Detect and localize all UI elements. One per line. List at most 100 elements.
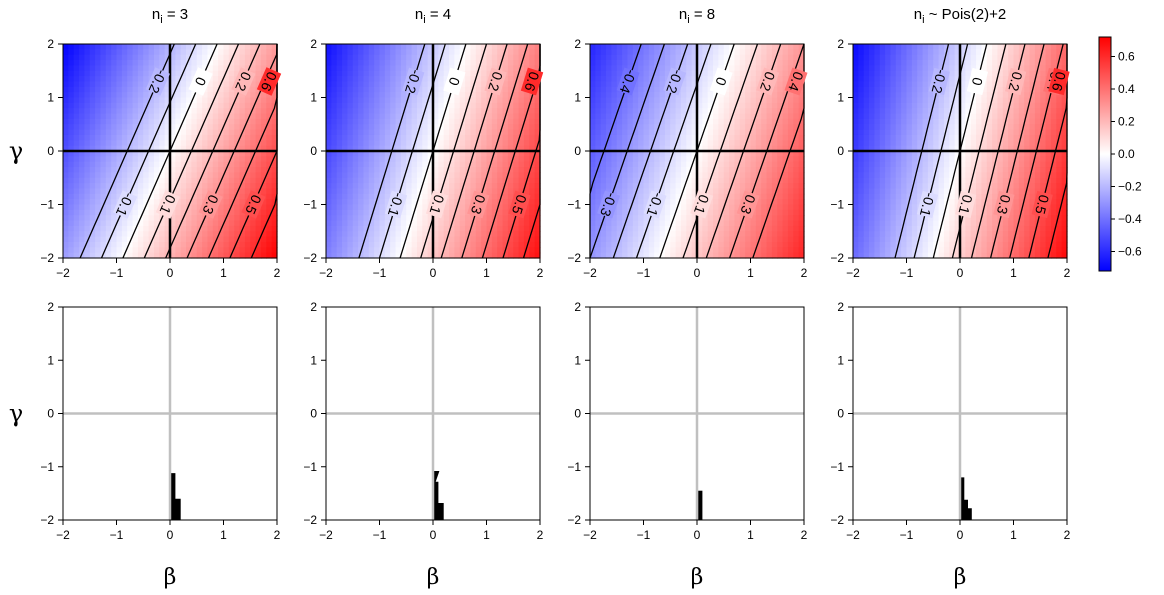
heatmap-cell-3 bbox=[616, 241, 623, 248]
heatmap-cell-1 bbox=[153, 145, 160, 152]
heatmap-cell-1 bbox=[84, 124, 91, 131]
heatmap-cell-3 bbox=[680, 204, 687, 211]
heatmap-cell-1 bbox=[100, 177, 107, 184]
heatmap-cell-3 bbox=[680, 188, 687, 195]
heatmap-cell-2 bbox=[342, 118, 348, 125]
heatmap-cell-3 bbox=[654, 188, 661, 195]
heatmap-cell-1 bbox=[68, 241, 75, 248]
heatmap-cell-3 bbox=[702, 177, 709, 184]
heatmap-cell-1 bbox=[63, 102, 69, 109]
heatmap-cell-2 bbox=[443, 188, 450, 195]
heatmap-cell-1 bbox=[95, 124, 102, 131]
heatmap-cell-4 bbox=[869, 167, 875, 173]
heatmap-cell-3 bbox=[734, 204, 741, 211]
heatmap-cell-3 bbox=[729, 172, 736, 179]
heatmap-cell-2 bbox=[518, 252, 525, 259]
heatmap-cell-2 bbox=[465, 118, 472, 125]
heatmap-cell-1 bbox=[84, 54, 91, 61]
heatmap-cell-1 bbox=[116, 129, 123, 136]
heatmap-cell-1 bbox=[79, 118, 85, 125]
heatmap-cell-2 bbox=[331, 252, 338, 259]
heatmap-cell-3 bbox=[611, 209, 618, 216]
heatmap-cell-3 bbox=[659, 225, 666, 232]
heatmap-cell-1 bbox=[186, 167, 192, 173]
heatmap-cell-1 bbox=[63, 113, 69, 120]
heatmap-cell-3 bbox=[659, 70, 666, 77]
heatmap-cell-1 bbox=[244, 172, 251, 179]
heatmap-cell-3 bbox=[611, 97, 618, 104]
heatmap-cell-1 bbox=[250, 220, 257, 227]
heatmap-cell-1 bbox=[73, 86, 80, 93]
heatmap-cell-2 bbox=[331, 151, 338, 157]
heatmap-cell-2 bbox=[433, 225, 439, 232]
heatmap-cell-2 bbox=[438, 172, 445, 179]
heatmap-cell-4 bbox=[874, 220, 881, 227]
heatmap-cell-3 bbox=[782, 172, 789, 179]
heatmap-cell-2 bbox=[513, 86, 520, 93]
heatmap-cell-2 bbox=[481, 140, 488, 147]
heatmap-cell-1 bbox=[255, 172, 262, 179]
heatmap-cell-3 bbox=[745, 118, 752, 125]
heatmap-cell-1 bbox=[164, 129, 171, 136]
heatmap-cell-3 bbox=[771, 199, 778, 206]
heatmap-cell-1 bbox=[271, 252, 278, 259]
heatmap-cell-3 bbox=[686, 70, 693, 77]
heatmap-cell-2 bbox=[475, 60, 482, 66]
heatmap-cell-2 bbox=[443, 161, 450, 168]
heatmap-cell-2 bbox=[395, 102, 402, 109]
heatmap-cell-1 bbox=[260, 183, 267, 190]
heatmap-cell-1 bbox=[260, 252, 267, 259]
heatmap-cell-3 bbox=[697, 108, 703, 115]
heatmap-cell-3 bbox=[600, 102, 607, 109]
heatmap-cell-3 bbox=[680, 161, 687, 168]
heatmap-cell-1 bbox=[266, 140, 273, 147]
heatmap-cell-3 bbox=[707, 161, 714, 168]
heatmap-cell-1 bbox=[202, 44, 209, 50]
heatmap-cell-2 bbox=[379, 49, 386, 56]
heatmap-cell-2 bbox=[534, 247, 541, 254]
heatmap-cell-3 bbox=[750, 102, 757, 109]
heatmap-cell-2 bbox=[497, 177, 504, 184]
heatmap-cell-2 bbox=[411, 236, 418, 243]
heatmap-cell-2 bbox=[331, 118, 338, 125]
heatmap-cell-4 bbox=[858, 151, 865, 157]
heatmap-cell-2 bbox=[486, 49, 493, 56]
heatmap-cell-1 bbox=[223, 231, 230, 238]
heatmap-cell-2 bbox=[368, 49, 375, 56]
heatmap-cell-4 bbox=[874, 183, 881, 190]
heatmap-cell-1 bbox=[116, 102, 123, 109]
heatmap-cell-3 bbox=[723, 188, 730, 195]
heatmap-cell-3 bbox=[777, 215, 784, 222]
heatmap-cell-2 bbox=[534, 151, 541, 157]
heatmap-cell-2 bbox=[438, 156, 445, 163]
heatmap-cell-2 bbox=[374, 49, 381, 56]
heatmap-cell-2 bbox=[406, 183, 413, 190]
heatmap-cell-3 bbox=[675, 60, 682, 66]
heatmap-cell-1 bbox=[239, 247, 246, 254]
heatmap-cell-1 bbox=[73, 54, 80, 61]
heatmap-cell-1 bbox=[266, 209, 273, 216]
heatmap-cell-2 bbox=[459, 215, 466, 222]
heatmap-cell-3 bbox=[729, 97, 736, 104]
heatmap-cell-2 bbox=[475, 183, 482, 190]
heatmap-cell-2 bbox=[411, 247, 418, 254]
heatmap-cell-3 bbox=[771, 54, 778, 61]
heatmap-cell-4 bbox=[853, 65, 859, 72]
heatmap-cell-1 bbox=[132, 124, 139, 131]
heatmap-cell-2 bbox=[513, 92, 520, 99]
heatmap-cell-1 bbox=[223, 81, 230, 88]
heatmap-cell-1 bbox=[164, 108, 171, 115]
heatmap-cell-1 bbox=[239, 49, 246, 56]
heatmap-cell-1 bbox=[244, 177, 251, 184]
heatmap-cell-3 bbox=[755, 156, 762, 163]
heatmap-cell-2 bbox=[491, 188, 498, 195]
heatmap-cell-3 bbox=[691, 247, 698, 254]
heatmap-cell-2 bbox=[534, 129, 541, 136]
heatmap-cell-2 bbox=[529, 241, 536, 248]
heatmap-cell-3 bbox=[723, 156, 730, 163]
heatmap-cell-2 bbox=[363, 44, 370, 50]
heatmap-cell-2 bbox=[491, 44, 498, 50]
heatmap-cell-3 bbox=[648, 70, 655, 77]
heatmap-cell-4 bbox=[853, 231, 859, 238]
heatmap-cell-1 bbox=[271, 134, 278, 141]
